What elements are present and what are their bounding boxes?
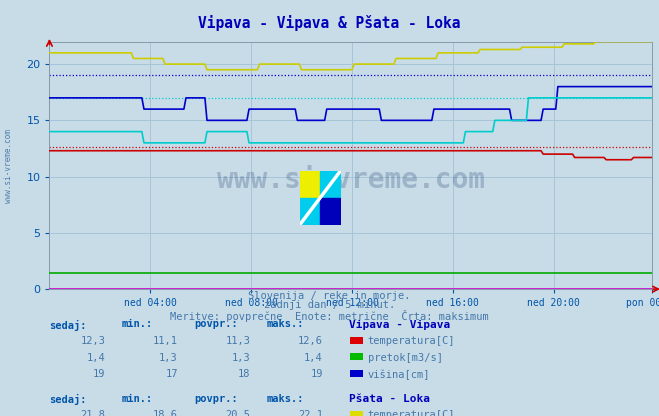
Text: povpr.:: povpr.: <box>194 319 238 329</box>
Text: sedaj:: sedaj: <box>49 394 87 405</box>
Text: povpr.:: povpr.: <box>194 394 238 404</box>
Text: temperatura[C]: temperatura[C] <box>368 410 455 416</box>
Bar <box>300 198 320 225</box>
Text: 1,3: 1,3 <box>159 353 178 363</box>
Text: Pšata - Loka: Pšata - Loka <box>349 394 430 404</box>
Bar <box>320 198 341 225</box>
Text: 1,4: 1,4 <box>87 353 105 363</box>
Text: min.:: min.: <box>122 394 153 404</box>
Text: višina[cm]: višina[cm] <box>368 369 430 380</box>
Bar <box>300 171 320 198</box>
Text: 21,8: 21,8 <box>80 410 105 416</box>
Text: 17: 17 <box>165 369 178 379</box>
Bar <box>320 171 341 198</box>
Text: pretok[m3/s]: pretok[m3/s] <box>368 353 443 363</box>
Text: 19: 19 <box>310 369 323 379</box>
Text: zadnji dan / 5 minut.: zadnji dan / 5 minut. <box>264 300 395 310</box>
Text: 11,3: 11,3 <box>225 336 250 346</box>
Text: 19: 19 <box>93 369 105 379</box>
Text: www.si-vreme.com: www.si-vreme.com <box>217 166 485 194</box>
Text: 18,6: 18,6 <box>153 410 178 416</box>
Text: maks.:: maks.: <box>267 319 304 329</box>
Text: 12,6: 12,6 <box>298 336 323 346</box>
Text: Slovenija / reke in morje.: Slovenija / reke in morje. <box>248 291 411 301</box>
Text: 22,1: 22,1 <box>298 410 323 416</box>
Text: 20,5: 20,5 <box>225 410 250 416</box>
Text: 11,1: 11,1 <box>153 336 178 346</box>
Text: Meritve: povprečne  Enote: metrične  Črta: maksimum: Meritve: povprečne Enote: metrične Črta:… <box>170 310 489 322</box>
Text: Vipava - Vipava & Pšata - Loka: Vipava - Vipava & Pšata - Loka <box>198 15 461 30</box>
Text: 1,4: 1,4 <box>304 353 323 363</box>
Text: 1,3: 1,3 <box>232 353 250 363</box>
Text: Vipava - Vipava: Vipava - Vipava <box>349 319 451 329</box>
Text: 12,3: 12,3 <box>80 336 105 346</box>
Text: 18: 18 <box>238 369 250 379</box>
Text: min.:: min.: <box>122 319 153 329</box>
Text: temperatura[C]: temperatura[C] <box>368 336 455 346</box>
Text: sedaj:: sedaj: <box>49 319 87 331</box>
Text: maks.:: maks.: <box>267 394 304 404</box>
Text: www.si-vreme.com: www.si-vreme.com <box>4 129 13 203</box>
